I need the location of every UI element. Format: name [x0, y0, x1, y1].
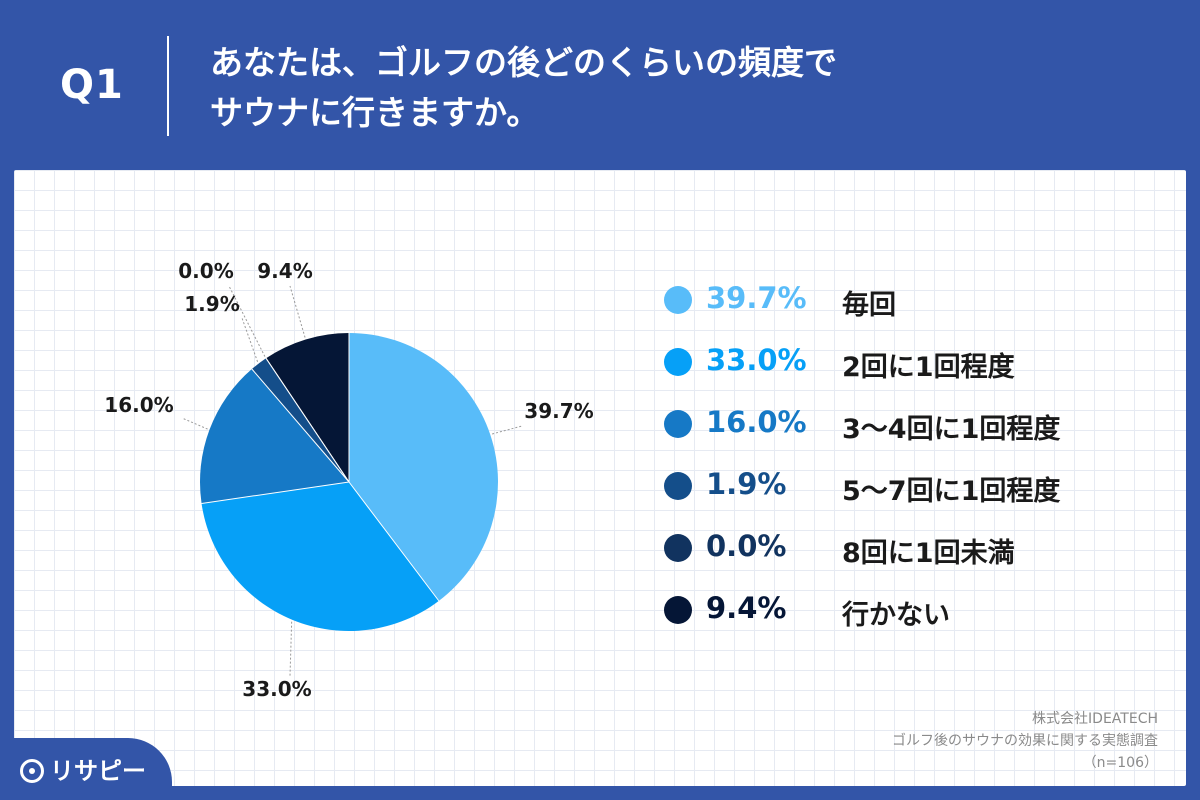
slice-label: 1.9% [184, 292, 239, 316]
legend-dot [664, 348, 692, 376]
header: Q1 あなたは、ゴルフの後どのくらいの頻度で サウナに行きますか。 [0, 0, 1200, 170]
chart-panel: 39.7% 33.0% 16.0% 1.9% 0.0% 9.4% 39.7% 毎回 33.… [14, 170, 1186, 786]
pie-slice [266, 333, 349, 482]
leader-line [289, 285, 306, 338]
legend-dot [664, 472, 692, 500]
legend-value: 0.0% [706, 529, 787, 563]
source-survey: ゴルフ後のサウナの効果に関する実態調査 [892, 733, 1158, 749]
pin-icon [20, 759, 44, 783]
question-title: あなたは、ゴルフの後どのくらいの頻度で サウナに行きますか。 [210, 38, 1110, 138]
leader-line [241, 317, 259, 362]
legend-label: 行かない [842, 600, 950, 631]
pie-slice [199, 369, 349, 504]
pie-slice [349, 333, 499, 601]
slice-label: 0.0% [178, 259, 233, 283]
slice-separator [348, 481, 440, 602]
leader-line [289, 621, 293, 677]
slice-label: 16.0% [104, 393, 173, 417]
slice-label: 33.0% [242, 677, 311, 701]
pie-slice [251, 358, 349, 482]
pie-slice [201, 482, 439, 631]
legend-value: 9.4% [706, 591, 787, 625]
leader-line [181, 417, 208, 430]
legend-dot [664, 410, 692, 438]
slice-label: 9.4% [257, 259, 312, 283]
legend-value: 16.0% [706, 405, 807, 439]
legend-dot [664, 534, 692, 562]
legend-label: 3〜4回に1回程度 [842, 414, 1061, 445]
legend-label: 5〜7回に1回程度 [842, 476, 1061, 507]
question-title-line1: あなたは、ゴルフの後どのくらいの頻度で [210, 43, 837, 82]
legend-value: 39.7% [706, 281, 807, 315]
legend-label: 8回に1回未満 [842, 538, 1015, 569]
pie-chart: 39.7% 33.0% 16.0% 1.9% 0.0% 9.4% [104, 259, 593, 701]
legend-value: 33.0% [706, 343, 807, 377]
legend-label: 2回に1回程度 [842, 352, 1015, 383]
logo: リサピー [20, 751, 146, 786]
source-note: 株式会社IDEATECH ゴルフ後のサウナの効果に関する実態調査 （n=106） [892, 708, 1158, 774]
legend-dot [664, 286, 692, 314]
logo-text: リサピー [50, 757, 146, 785]
source-company: 株式会社IDEATECH [1032, 711, 1158, 727]
header-divider [167, 36, 169, 136]
question-number: Q1 [60, 62, 124, 108]
slice-label: 39.7% [524, 399, 593, 423]
question-title-line2: サウナに行きますか。 [210, 93, 540, 132]
legend-value: 1.9% [706, 467, 787, 501]
logo-tab: リサピー [0, 738, 172, 800]
slice-separator [201, 481, 350, 504]
legend-label: 毎回 [842, 290, 896, 321]
legend-dot [664, 596, 692, 624]
slice-separator [265, 357, 350, 483]
source-sample: （n=106） [1082, 755, 1158, 771]
leader-line [228, 285, 266, 357]
slice-separator [251, 368, 350, 483]
leader-line [492, 425, 523, 435]
